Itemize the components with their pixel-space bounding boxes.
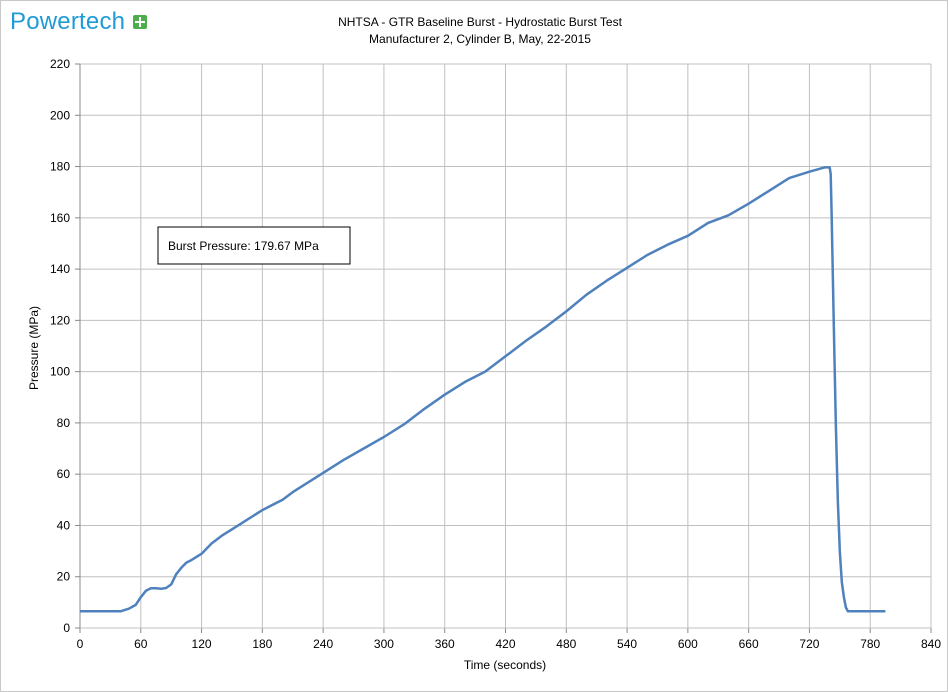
x-tick-label: 600 [678, 637, 698, 651]
x-axis-label: Time (seconds) [464, 658, 546, 672]
chart-title: NHTSA - GTR Baseline Burst - Hydrostatic… [338, 15, 622, 29]
y-tick-labels: 0 20 40 60 80 100 120 140 160 180 200 220 [50, 57, 70, 635]
burst-pressure-annotation: Burst Pressure: 179.67 MPa [157, 226, 351, 265]
y-tick-label: 0 [63, 621, 70, 635]
x-tick-label: 240 [313, 637, 333, 651]
y-tick-label: 20 [57, 570, 71, 584]
x-tick-labels: 0 60 120 180 240 300 360 420 480 540 600 660 720 780 8… [77, 637, 942, 651]
y-gridlines [75, 63, 931, 629]
x-tick-label: 300 [374, 637, 394, 651]
y-tick-label: 100 [50, 365, 70, 379]
y-tick-label: 220 [50, 57, 70, 71]
y-tick-label: 200 [50, 108, 70, 122]
x-tick-label: 120 [192, 637, 212, 651]
annotation-text: Burst Pressure: 179.67 MPa [168, 239, 319, 253]
x-tick-label: 780 [860, 637, 880, 651]
y-tick-label: 120 [50, 313, 70, 327]
x-tick-label: 840 [921, 637, 941, 651]
x-tick-label: 60 [134, 637, 148, 651]
y-tick-label: 40 [57, 518, 71, 532]
x-tick-label: 660 [739, 637, 759, 651]
pressure-series-line [80, 166, 886, 613]
logo-mark-icon [133, 15, 148, 29]
x-tick-label: 420 [495, 637, 515, 651]
x-tick-label: 360 [435, 637, 455, 651]
x-tick-label: 720 [799, 637, 819, 651]
y-tick-label: 80 [57, 416, 71, 430]
y-tick-label: 160 [50, 211, 70, 225]
x-tick-label: 0 [77, 637, 84, 651]
logo-text: Powertech [10, 8, 126, 35]
x-tick-label: 480 [556, 637, 576, 651]
x-tick-label: 540 [617, 637, 637, 651]
annotation-box [157, 226, 351, 265]
y-tick-label: 180 [50, 160, 70, 174]
logo: Powertech [10, 7, 148, 37]
y-tick-label: 60 [57, 467, 71, 481]
y-tick-label: 140 [50, 262, 70, 276]
chart-subtitle: Manufacturer 2, Cylinder B, May, 22-2015 [369, 32, 591, 46]
x-tick-label: 180 [252, 637, 272, 651]
chart-title-block: NHTSA - GTR Baseline Burst - Hydrostatic… [270, 14, 690, 48]
y-axis-label: Pressure (MPa) [27, 306, 41, 390]
